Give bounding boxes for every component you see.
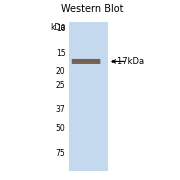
Text: 20: 20 <box>56 67 66 76</box>
Text: kDa: kDa <box>50 23 66 32</box>
Text: 37: 37 <box>56 105 66 114</box>
Text: 50: 50 <box>56 124 66 133</box>
FancyBboxPatch shape <box>72 59 100 64</box>
Bar <box>69 22 108 171</box>
Text: 15: 15 <box>56 49 66 58</box>
Text: 10: 10 <box>56 24 66 33</box>
Text: ←17kDa: ←17kDa <box>110 57 144 66</box>
Text: 75: 75 <box>56 149 66 158</box>
Text: Western Blot: Western Blot <box>61 4 124 14</box>
Text: 25: 25 <box>56 81 66 90</box>
